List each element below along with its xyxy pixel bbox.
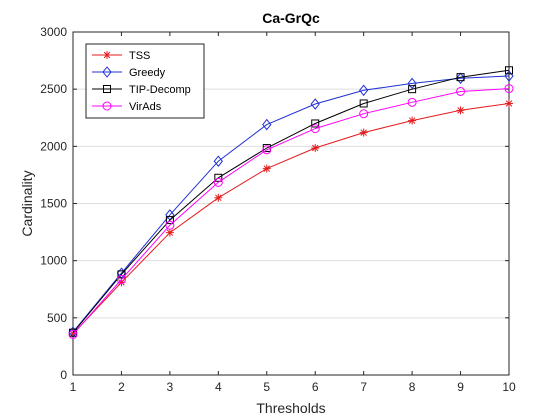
data-point: [505, 99, 513, 108]
y-axis-label: Cardinality: [19, 170, 35, 236]
data-point: [262, 145, 272, 155]
data-point: [359, 109, 369, 119]
y-tick-label: 2500: [40, 82, 67, 96]
y-tick-label: 1500: [40, 197, 67, 211]
legend-marker: [102, 101, 112, 111]
data-point: [359, 128, 368, 137]
series-line: [72, 75, 510, 333]
legend-entry: VirAds: [92, 101, 162, 113]
x-tick-label: 6: [312, 380, 319, 394]
legend-label: TSS: [129, 50, 150, 62]
data-point: [68, 326, 78, 338]
x-tick-label: 10: [502, 380, 516, 394]
data-point: [407, 97, 417, 107]
data-point: [504, 84, 514, 94]
x-tick-label: 3: [167, 380, 174, 394]
data-point: [68, 329, 78, 339]
chart-title: Ca-GrQc: [262, 10, 320, 26]
data-point: [407, 77, 417, 90]
series-line: [72, 88, 510, 335]
data-point: [262, 118, 272, 131]
data-point: [408, 116, 417, 125]
data-point: [311, 119, 320, 128]
data-point: [310, 124, 320, 134]
x-tick-label: 5: [263, 380, 270, 394]
data-point: [117, 270, 126, 279]
data-point: [311, 144, 320, 153]
data-point: [456, 86, 466, 96]
data-point: [504, 70, 514, 82]
data-point: [359, 84, 369, 97]
y-tick-label: 3000: [40, 25, 67, 39]
legend-label: Greedy: [129, 67, 166, 79]
x-axis-label: Thresholds: [256, 400, 325, 416]
y-tick-label: 0: [60, 368, 67, 382]
series-line: [72, 69, 510, 334]
legend-marker: [102, 66, 112, 78]
series-line: [72, 103, 510, 335]
x-tick-label: 7: [360, 380, 367, 394]
legend-entry: TIP-Decomp: [92, 84, 191, 96]
data-point: [165, 228, 174, 237]
series-layer: [68, 66, 514, 339]
grid-lines: [73, 88, 509, 319]
y-tick-label: 500: [47, 311, 67, 325]
y-tick-label: 1000: [40, 254, 67, 268]
data-point: [165, 220, 175, 230]
data-point: [456, 106, 465, 115]
legend-entry: TSS: [92, 50, 150, 62]
data-point: [262, 164, 271, 173]
x-tick-label: 1: [70, 380, 77, 394]
data-point: [213, 155, 223, 167]
data-point: [505, 66, 513, 75]
legend-entry: Greedy: [92, 66, 166, 79]
data-point: [310, 98, 320, 110]
data-point: [214, 193, 223, 202]
x-tick-label: 8: [409, 380, 416, 394]
series-virads: [68, 84, 514, 339]
data-point: [165, 216, 174, 225]
legend: TSS Greedy TIP-Decomp VirAds: [85, 43, 205, 119]
axis-ticks: 0 500 1000 1500 2000 2500 3000 1 2 3 4 5 6 7 8 9 10: [40, 25, 516, 394]
data-point: [214, 173, 223, 182]
x-tick-label: 2: [118, 380, 125, 394]
data-point: [456, 73, 465, 82]
legend-marker: [103, 85, 111, 93]
data-point: [359, 99, 368, 108]
y-tick-label: 2000: [40, 139, 67, 153]
x-tick-label: 9: [457, 380, 464, 394]
legend-marker: [103, 51, 111, 59]
legend-label: VirAds: [129, 101, 162, 113]
data-point: [116, 275, 126, 285]
data-point: [408, 85, 417, 94]
x-tick-label: 4: [215, 380, 222, 394]
legend-label: TIP-Decomp: [129, 84, 191, 96]
data-point: [213, 177, 223, 187]
